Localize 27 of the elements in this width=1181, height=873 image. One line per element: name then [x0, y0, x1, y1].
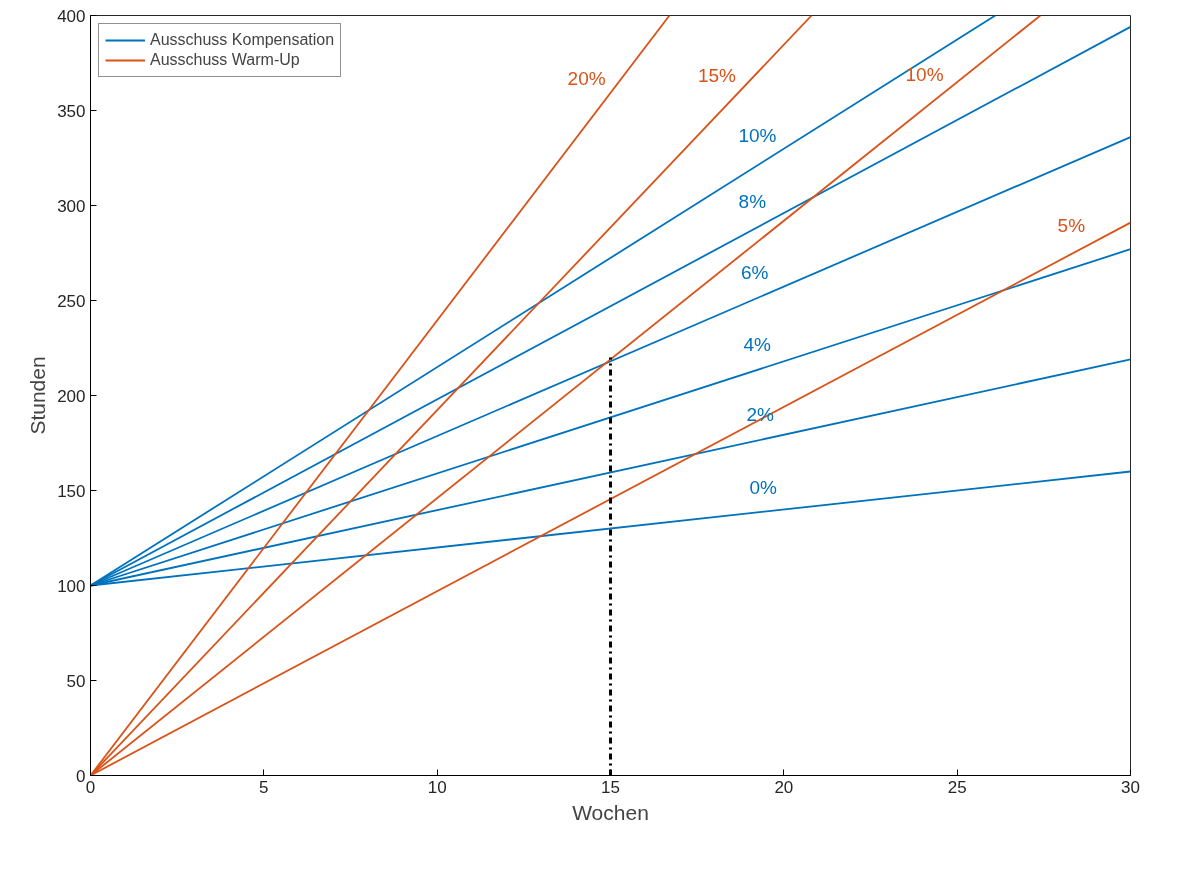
legend-label: Ausschuss Kompensation: [150, 31, 335, 49]
annotation: 20%: [567, 67, 606, 89]
annotation: 15%: [697, 65, 737, 87]
y-tick-label: 400: [57, 6, 86, 26]
x-tick-label: 10: [427, 777, 447, 797]
annotation: 6%: [740, 261, 769, 283]
x-tick-label: 25: [947, 777, 967, 797]
y-axis-title: Stunden: [26, 356, 50, 435]
legend-label: Ausschuss Warm-Up: [150, 51, 300, 69]
annotation: 4%: [743, 333, 772, 355]
x-axis-title: Wochen: [572, 800, 649, 824]
y-tick-label: 150: [57, 481, 86, 501]
annotation: 5%: [1057, 214, 1086, 236]
y-tick-label: 350: [57, 101, 86, 121]
y-tick-label: 50: [66, 671, 86, 691]
annotation: 10%: [738, 124, 777, 146]
y-tick-label: 250: [57, 291, 86, 311]
x-tick-label: 5: [259, 777, 269, 797]
y-tick-label: 200: [57, 386, 86, 406]
annotation: 8%: [738, 190, 767, 212]
x-tick-label: 30: [1121, 777, 1140, 797]
x-tick-label: 15: [601, 777, 620, 797]
annotation: 10%: [905, 63, 944, 85]
annotation: 0%: [749, 477, 778, 499]
y-tick-label: 100: [57, 576, 86, 596]
y-tick-label: 300: [57, 196, 86, 216]
x-tick-label: 20: [774, 777, 794, 797]
